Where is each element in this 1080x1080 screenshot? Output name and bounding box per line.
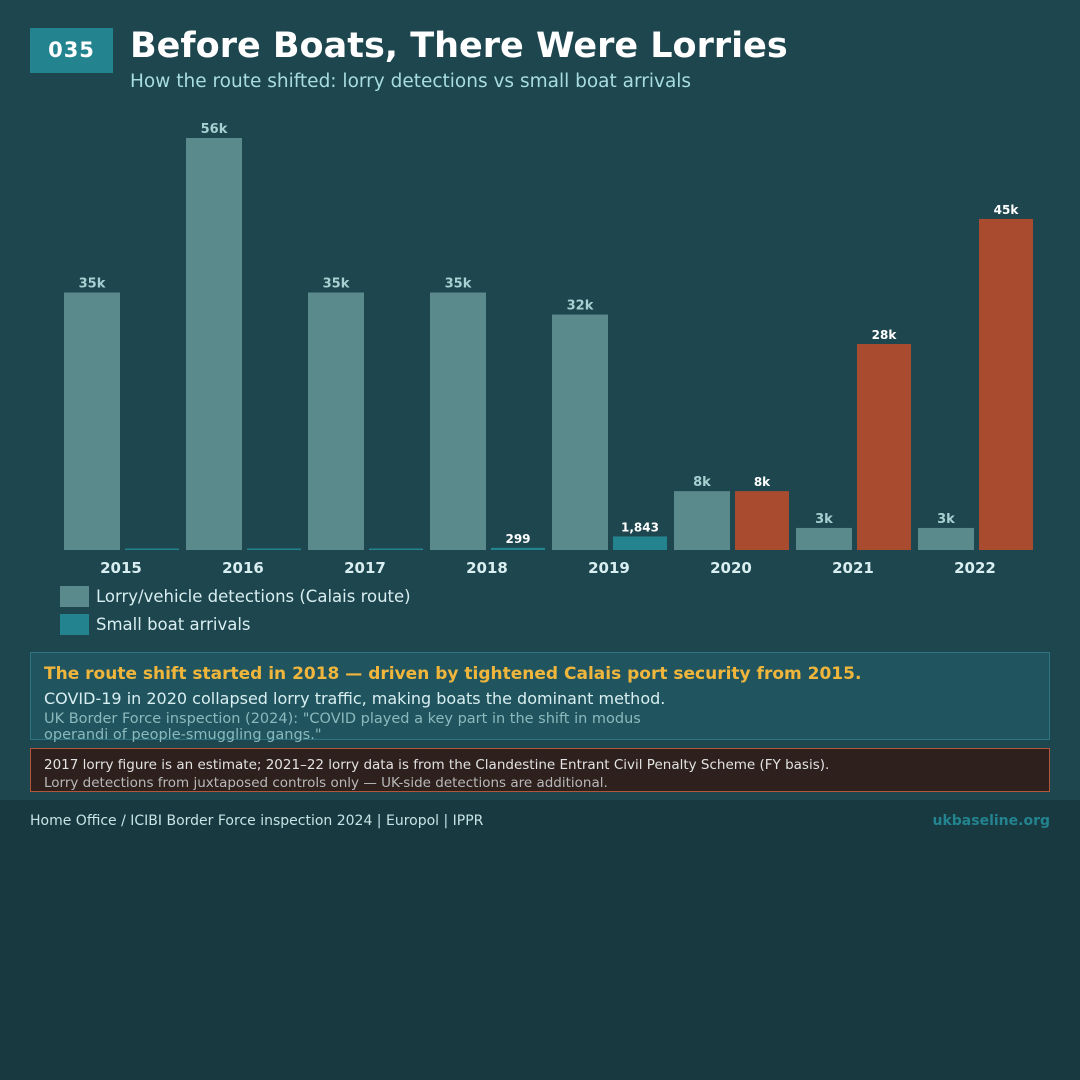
bar-chart: 35k 2015 56k 2016 35k 2017 35k 299 2018 32k 1,843 2… [64, 122, 1033, 577]
bar-boats-2018 [491, 547, 545, 550]
bar-lorry-2016 [186, 138, 242, 550]
legend-label-boats: Small boat arrivals [96, 615, 251, 634]
bar-lorry-2022 [918, 527, 974, 550]
x-tick-2015: 2015 [100, 559, 142, 577]
x-tick-2022: 2022 [954, 559, 996, 577]
legend-label-lorry: Lorry/vehicle detections (Calais route) [96, 587, 411, 606]
x-tick-2016: 2016 [222, 559, 264, 577]
legend-swatch-lorry [60, 586, 89, 607]
label-lorry-2017: 35k [323, 277, 350, 292]
data-note-box: 2017 lorry figure is an estimate; 2021–2… [30, 748, 1050, 792]
label-lorry-2020: 8k [693, 475, 711, 490]
site-link[interactable]: ukbaseline.org [932, 813, 1051, 829]
x-tick-2021: 2021 [832, 559, 874, 577]
label-boats-2020: 8k [754, 475, 771, 489]
label-boats-2019: 1,843 [621, 520, 659, 534]
bar-boats-2022 [979, 218, 1033, 550]
chart-subtitle: How the route shifted: lorry detections … [130, 71, 692, 92]
bar-lorry-2018 [430, 292, 486, 550]
bar-lorry-2020 [674, 491, 730, 550]
label-lorry-2018: 35k [445, 277, 472, 292]
bar-boats-2019 [613, 536, 667, 550]
label-lorry-2021: 3k [815, 512, 833, 527]
label-boats-2018: 299 [505, 532, 530, 546]
bar-lorry-2021 [796, 527, 852, 550]
insight-box: The route shift started in 2018 — driven… [30, 652, 1050, 743]
bar-lorry-2017 [308, 292, 364, 550]
bar-boats-2016 [247, 548, 301, 550]
chart-title: Before Boats, There Were Lorries [130, 26, 788, 66]
bar-boats-2021 [857, 344, 911, 550]
label-lorry-2019: 32k [567, 299, 594, 314]
bar-boats-2017 [369, 548, 423, 550]
bar-boats-2020 [735, 491, 789, 550]
x-tick-2018: 2018 [466, 559, 508, 577]
bar-lorry-2019 [552, 314, 608, 550]
label-lorry-2022: 3k [937, 512, 955, 527]
label-boats-2021: 28k [872, 328, 898, 342]
source-credit: Home Office / ICIBI Border Force inspect… [30, 813, 484, 829]
label-lorry-2016: 56k [201, 122, 228, 137]
bar-lorry-2015 [64, 292, 120, 550]
legend-swatch-boats [60, 614, 89, 635]
x-tick-2017: 2017 [344, 559, 386, 577]
label-lorry-2015: 35k [79, 277, 106, 292]
insight-headline: The route shift started in 2018 — driven… [44, 664, 862, 684]
x-tick-2019: 2019 [588, 559, 630, 577]
chart-number-badge: 035 [30, 28, 113, 73]
label-boats-2022: 45k [994, 203, 1020, 217]
insight-quote: UK Border Force inspection (2024): "COVI… [44, 711, 641, 743]
bar-boats-2015 [125, 548, 179, 550]
insight-body: COVID-19 in 2020 collapsed lorry traffic… [44, 689, 666, 708]
x-tick-2020: 2020 [710, 559, 752, 577]
data-note-line-2: Lorry detections from juxtaposed control… [44, 775, 608, 791]
data-note-line-1: 2017 lorry figure is an estimate; 2021–2… [44, 757, 830, 773]
